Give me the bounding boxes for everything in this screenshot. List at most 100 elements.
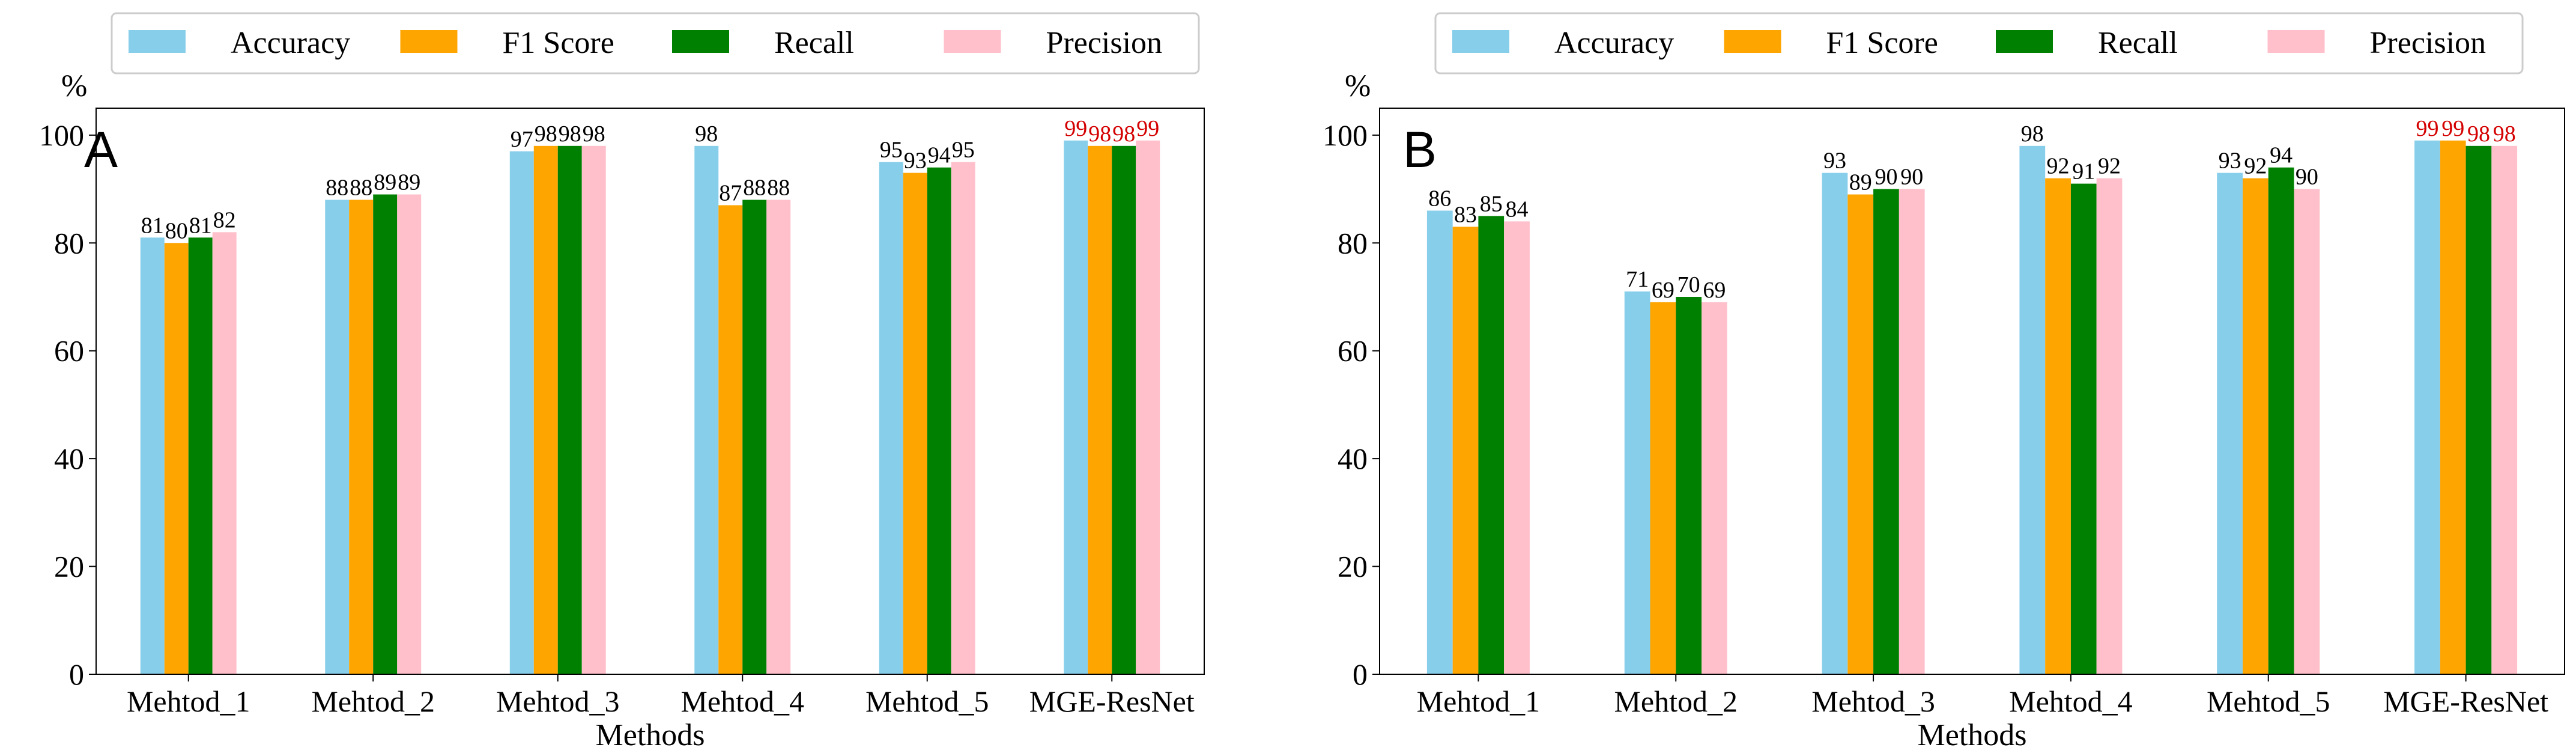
data-label: 99: [2441, 116, 2464, 141]
bar-precision-2: [1701, 302, 1727, 674]
data-label: 71: [1626, 267, 1649, 292]
bar-precision-1: [1504, 221, 1530, 674]
bar-recall-4: [2070, 183, 2097, 675]
legend-swatch-precision: [944, 30, 1001, 53]
y-tick-label: 0: [69, 657, 84, 691]
bar-accuracy-4: [2019, 145, 2046, 675]
data-label: 95: [880, 138, 903, 163]
data-label: 98: [695, 121, 718, 147]
x-tick-label: Mehtod_5: [2207, 684, 2330, 718]
data-label: 98: [583, 121, 605, 147]
data-label: 81: [141, 213, 164, 238]
data-label: 89: [374, 170, 396, 195]
data-label: 97: [511, 127, 533, 152]
data-label: 98: [1112, 121, 1135, 147]
data-label: 89: [398, 170, 420, 195]
bar-accuracy-3: [509, 151, 534, 674]
legend-label: Recall: [774, 26, 854, 60]
bar-recall-6: [2465, 145, 2492, 675]
y-tick-label: 0: [1353, 657, 1368, 691]
legend-label: Precision: [2370, 26, 2487, 60]
bar-f1-score-6: [1088, 145, 1112, 675]
x-tick-label: Mehtod_4: [2009, 684, 2133, 718]
bar-f1-score-5: [2243, 178, 2268, 675]
bar-precision-6: [1136, 140, 1160, 675]
bar-precision-4: [766, 200, 791, 674]
panel-letter: B: [1403, 121, 1437, 178]
bar-f1-score-2: [1650, 302, 1676, 674]
bar-accuracy-2: [325, 200, 350, 674]
bar-f1-score-4: [2045, 178, 2071, 675]
bar-recall-4: [742, 200, 767, 674]
x-tick-label: Mehtod_1: [1417, 684, 1541, 718]
bar-f1-score-3: [533, 145, 558, 675]
bar-accuracy-3: [1822, 172, 1848, 675]
data-label: 98: [2467, 121, 2490, 147]
bar-precision-3: [1899, 189, 1925, 675]
bar-accuracy-5: [2217, 172, 2243, 675]
bar-f1-score-1: [1452, 227, 1479, 674]
x-axis-title: Methods: [1918, 718, 2027, 752]
y-tick-label: 40: [1338, 442, 1368, 475]
x-tick-label: Mehtod_3: [1811, 684, 1935, 718]
legend-swatch-recall: [1996, 30, 2053, 53]
legend-box: [1434, 12, 2524, 75]
bar-precision-5: [2294, 189, 2320, 675]
data-label: 84: [1506, 197, 1529, 222]
data-label: 83: [1454, 202, 1477, 227]
bar-recall-5: [2268, 167, 2294, 675]
data-label: 93: [1823, 148, 1846, 174]
bar-precision-5: [951, 162, 975, 674]
data-label: 86: [1428, 186, 1451, 211]
data-label: 99: [1064, 116, 1087, 141]
x-tick-label: MGE-ResNet: [2383, 684, 2548, 718]
y-tick-label: 60: [1338, 334, 1368, 368]
data-label: 99: [1136, 116, 1159, 141]
data-label: 69: [1652, 278, 1674, 303]
bar-accuracy-4: [694, 145, 719, 675]
data-label: 88: [326, 175, 348, 201]
y-unit-label: %: [1345, 69, 1371, 103]
bar-f1-score-3: [1847, 194, 1874, 674]
bar-recall-1: [1478, 216, 1505, 674]
data-label: 98: [2493, 121, 2516, 147]
data-label: 88: [743, 175, 766, 201]
legend-swatch-precision: [2267, 30, 2325, 53]
legend-label: Accuracy: [231, 26, 350, 60]
bar-recall-5: [927, 167, 951, 675]
data-label: 98: [1088, 121, 1111, 147]
bar-f1-score-5: [903, 172, 927, 675]
plot-frame: [95, 108, 1205, 675]
panel-letter: A: [84, 121, 118, 178]
data-label: 89: [1849, 170, 1872, 195]
data-label: 82: [213, 207, 236, 233]
data-label: 90: [1874, 165, 1897, 190]
y-tick-label: 100: [39, 118, 84, 152]
legend-label: Precision: [1046, 26, 1163, 60]
data-label: 93: [2219, 148, 2241, 174]
data-label: 87: [719, 180, 742, 206]
x-tick-label: Mehtod_2: [311, 684, 435, 718]
x-axis-title: Methods: [596, 718, 705, 752]
y-tick-label: 40: [54, 442, 84, 475]
legend-swatch-recall: [672, 30, 729, 53]
bar-accuracy-2: [1624, 291, 1650, 674]
legend: Accuracy F1 Score Recall Precision: [111, 12, 1200, 75]
data-label: 92: [2047, 154, 2070, 179]
data-label: 88: [350, 175, 372, 201]
x-tick-label: Mehtod_5: [865, 684, 989, 718]
y-tick-label: 80: [54, 226, 84, 260]
bar-recall-2: [373, 194, 398, 674]
x-tick-label: Mehtod_4: [680, 684, 804, 718]
data-label: 69: [1703, 278, 1726, 303]
legend-swatch-accuracy: [129, 30, 186, 53]
bar-accuracy-5: [879, 162, 903, 674]
data-label: 99: [2416, 116, 2438, 141]
data-label: 80: [165, 218, 188, 243]
data-label: 94: [2270, 143, 2293, 168]
bar-f1-score-6: [2440, 140, 2466, 675]
data-label: 90: [2296, 165, 2318, 190]
x-tick-label: Mehtod_1: [127, 684, 250, 718]
